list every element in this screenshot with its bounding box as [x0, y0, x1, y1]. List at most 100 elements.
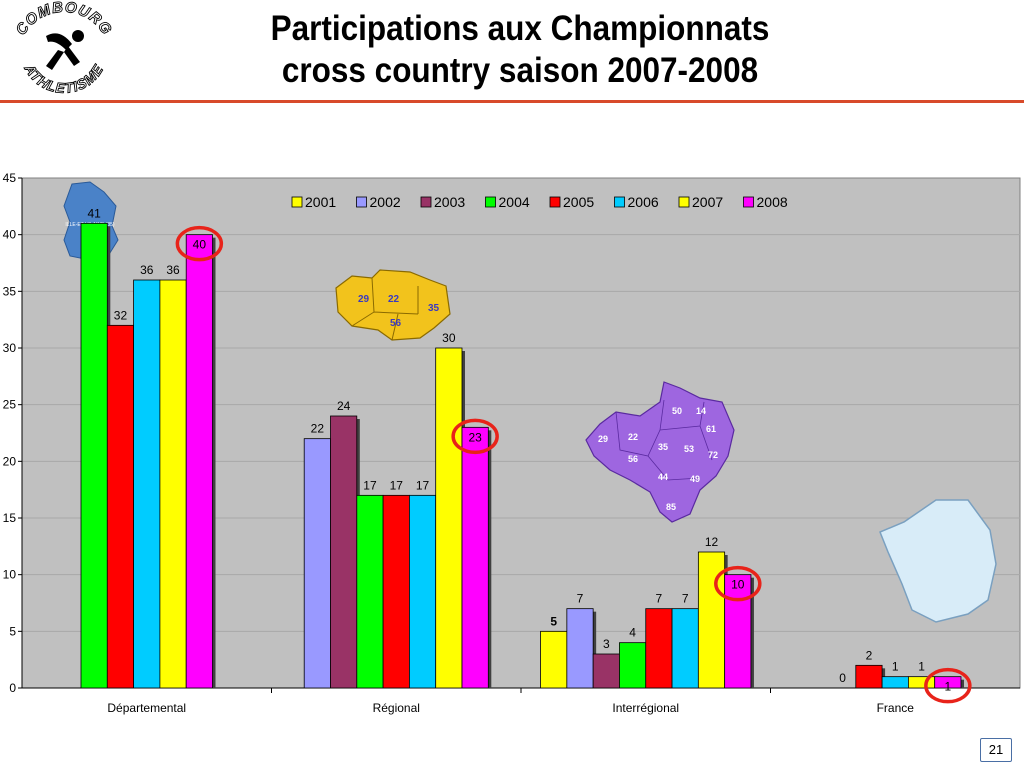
bar [303, 438, 331, 689]
y-tick-label: 35 [3, 284, 17, 298]
data-label: 41 [87, 206, 101, 220]
legend-entry: 2001 [305, 194, 336, 210]
legend-entry: 2008 [757, 194, 788, 210]
interregional-label-14: 14 [696, 406, 706, 416]
y-tick-label: 5 [9, 624, 16, 638]
interregional-label-49: 49 [690, 474, 700, 484]
legend-swatch [356, 196, 367, 208]
interregional-label-50: 50 [672, 406, 682, 416]
x-tick-label: Régional [373, 701, 420, 715]
legend-box [286, 192, 800, 214]
bar [356, 494, 384, 689]
legend-entry: 2003 [434, 194, 465, 210]
bar [881, 676, 909, 689]
interregional-map: 50 14 61 29 22 35 53 72 56 44 49 85 [585, 381, 735, 523]
y-tick-label: 25 [3, 398, 17, 412]
svg-text:ATHLETISME: ATHLETISME [21, 60, 106, 96]
bar [106, 324, 135, 689]
page-number: 21 [980, 738, 1012, 762]
logo-text-bottom: ATHLETISME [21, 60, 106, 97]
france-map [879, 499, 997, 623]
runner-figure-icon [46, 30, 84, 70]
brittany-label-56: 56 [390, 318, 402, 329]
x-tick-label: Interrégional [612, 701, 679, 715]
data-label: 32 [114, 308, 128, 322]
legend-swatch [549, 196, 561, 208]
bar [855, 664, 883, 689]
interregional-label-44: 44 [658, 472, 668, 482]
bar [592, 653, 620, 689]
data-label: 24 [337, 399, 351, 413]
data-label: 22 [311, 422, 325, 436]
highlight-circle [175, 225, 224, 262]
x-tick-label: Départemental [107, 701, 186, 715]
bar [330, 415, 358, 689]
data-label: 4 [629, 626, 636, 640]
brittany-label-29: 29 [358, 294, 370, 305]
x-axis: Départemental Régional Interrégional France [22, 687, 1020, 715]
data-labels: 41 32 36 36 40 22 24 17 17 17 30 23 5 7 3 4 7 7 12 10 0 2 1 1 1 [87, 206, 951, 693]
bar [133, 279, 161, 689]
highlight-circles [175, 225, 972, 704]
bar [540, 630, 568, 689]
club-logo: COMBOURG ATHLETISME [12, 0, 116, 97]
logo-text-top: COMBOURG [12, 0, 115, 39]
legend-swatch [614, 196, 625, 208]
data-label: 17 [363, 478, 377, 492]
y-tick-label: 20 [3, 454, 17, 468]
bar [671, 608, 699, 689]
bar [461, 426, 489, 689]
legend-entry: 2005 [563, 194, 594, 210]
brittany-map: 29 22 35 56 [335, 269, 451, 341]
svg-text:COMBOURG: COMBOURG [13, 0, 116, 38]
bar [934, 676, 962, 689]
brittany-label-35: 35 [428, 303, 440, 314]
slide-title-line2: cross country saison 2007-2008 [281, 51, 759, 90]
interregional-label-56: 56 [628, 454, 638, 464]
data-label: 10 [731, 578, 745, 592]
interregional-label-61: 61 [706, 424, 716, 434]
data-label: 1 [892, 660, 899, 674]
slide-title: Participations aux Championnats cross co… [178, 8, 862, 92]
data-label: 0 [839, 671, 846, 685]
data-label: 40 [193, 238, 207, 252]
data-label: 3 [603, 637, 610, 651]
bars [80, 222, 964, 689]
bar [435, 347, 463, 689]
data-label: 12 [705, 535, 719, 549]
brittany-label-22: 22 [388, 294, 400, 305]
title-divider [0, 100, 1024, 103]
bar [80, 222, 108, 689]
data-label: 5 [550, 614, 557, 628]
bar [619, 642, 647, 689]
bar [724, 574, 752, 689]
y-tick-label: 30 [3, 341, 17, 355]
data-label: 30 [442, 331, 456, 345]
y-tick-label: 0 [9, 681, 16, 695]
y-tick-label: 15 [3, 511, 17, 525]
data-label: 17 [416, 478, 430, 492]
y-tick-label: 10 [3, 568, 17, 582]
legend-entry: 2002 [370, 194, 401, 210]
x-tick-label: France [877, 701, 915, 715]
interregional-label-72: 72 [708, 450, 718, 460]
legend: 2001 2002 2003 2004 2005 2006 2007 2008 [286, 192, 800, 214]
slide-title-line1: Participations aux Championnats [270, 9, 770, 48]
legend-swatch [743, 196, 754, 208]
bar [566, 608, 594, 689]
data-label: 36 [140, 263, 154, 277]
bar [185, 234, 213, 689]
interregional-label-29: 29 [598, 434, 608, 444]
data-label: 23 [468, 430, 482, 444]
y-axis: 0 5 10 15 20 25 30 35 40 45 [3, 171, 23, 695]
bar [908, 676, 936, 689]
legend-swatch [485, 196, 496, 208]
legend-entry: 2006 [628, 194, 659, 210]
data-label: 36 [166, 263, 180, 277]
data-label: 7 [577, 592, 584, 606]
highlight-circle [924, 667, 972, 704]
data-label: 2 [866, 648, 873, 662]
legend-entry: 2007 [692, 194, 723, 210]
highlight-circle [714, 565, 762, 602]
